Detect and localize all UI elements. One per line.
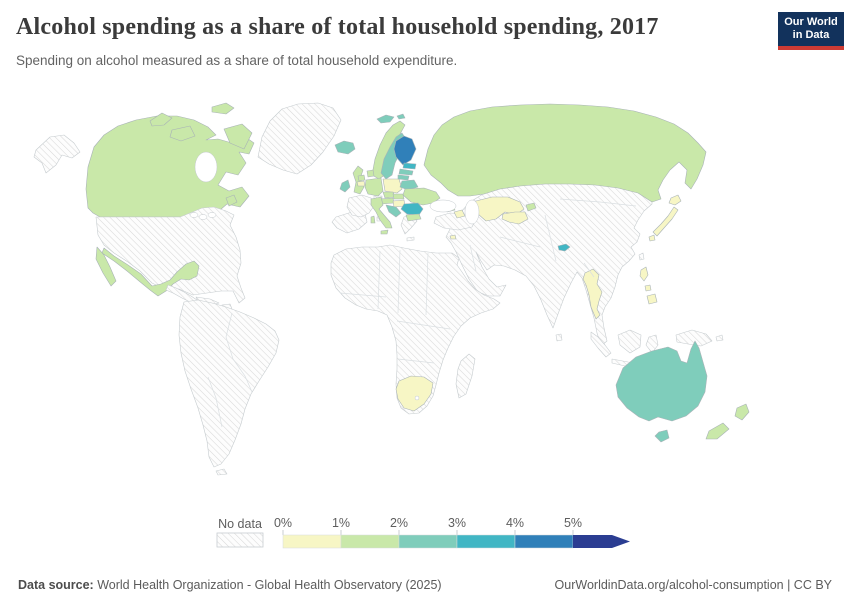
legend-tick-4: 4%	[506, 516, 524, 530]
seas	[189, 151, 480, 401]
map-region-romania[interactable]	[400, 202, 424, 216]
legend-tick-0: 0%	[274, 516, 292, 530]
great-lake-2	[198, 214, 208, 220]
legend-bin-0-1[interactable]	[282, 534, 342, 549]
map-region-canada-banks[interactable]	[149, 112, 173, 127]
map-region-borneo[interactable]	[617, 329, 642, 354]
map-region-netherlands[interactable]	[357, 174, 366, 182]
map-region-france[interactable]	[346, 194, 375, 218]
map-region-canada-ellesmere[interactable]	[211, 102, 235, 115]
map-region-azerbaijan[interactable]	[453, 209, 466, 219]
owid-logo[interactable]: Our World in Data	[778, 12, 844, 50]
map-region-japan-honshu[interactable]	[652, 206, 679, 237]
legend-bin-3-4[interactable]	[456, 534, 516, 549]
legend-tick-3: 3%	[448, 516, 466, 530]
owid-logo-text: Our World in Data	[778, 12, 844, 46]
legend-tick-2: 2%	[390, 516, 408, 530]
map-region-ireland[interactable]	[339, 179, 351, 193]
map-region-taiwan[interactable]	[638, 252, 645, 261]
map-region-madagascar[interactable]	[455, 353, 476, 399]
map-region-philippines-visayas[interactable]	[644, 284, 652, 292]
map-region-alaska[interactable]	[33, 134, 81, 174]
map-region-greenland[interactable]	[257, 102, 342, 175]
map-region-russia[interactable]	[423, 103, 707, 203]
internal-borders	[207, 198, 637, 428]
data-source-text: World Health Organization - Global Healt…	[93, 578, 442, 592]
page-title: Alcohol spending as a share of total hou…	[16, 14, 659, 40]
map-region-philippines-luzon[interactable]	[639, 266, 649, 282]
map-region-cyprus[interactable]	[449, 234, 457, 240]
map-region-usa[interactable]	[95, 206, 246, 304]
caspian-sea	[464, 199, 480, 225]
great-lake-3	[207, 212, 217, 218]
legend-tick-1: 1%	[332, 516, 350, 530]
page-subtitle: Spending on alcohol measured as a share …	[16, 53, 458, 68]
map-region-tierra-del-fuego[interactable]	[215, 468, 228, 476]
map-region-south-america[interactable]	[178, 299, 280, 468]
great-lake-1	[189, 212, 199, 218]
map-region-svalbard[interactable]	[376, 114, 395, 124]
map-region-estonia[interactable]	[402, 162, 417, 170]
map-region-latvia[interactable]	[398, 168, 414, 176]
map-region-baja[interactable]	[95, 246, 117, 287]
map-region-slovakia[interactable]	[392, 193, 405, 200]
legend-tick-5: 5%	[564, 516, 582, 530]
world-map	[0, 95, 850, 505]
footer: Data source: World Health Organization -…	[0, 578, 850, 592]
map-region-bulgaria[interactable]	[405, 213, 422, 222]
map-region-canada-victoria[interactable]	[169, 125, 196, 142]
legend-ticks	[282, 530, 574, 535]
map-region-newfoundland[interactable]	[225, 194, 238, 207]
map-region-sicily[interactable]	[380, 229, 389, 235]
map-region-italy[interactable]	[370, 196, 393, 229]
legend-no-data-label: No data	[218, 517, 262, 531]
map-region-balkans[interactable]	[385, 204, 402, 218]
map-region-uzbekistan[interactable]	[501, 211, 529, 225]
map-region-new-britain[interactable]	[715, 334, 724, 342]
map-region-nz-south[interactable]	[705, 422, 730, 440]
black-sea	[429, 199, 457, 213]
map-region-japan-kyushu[interactable]	[648, 234, 656, 242]
legend-no-data-swatch[interactable]	[216, 532, 264, 548]
map-region-denmark[interactable]	[366, 169, 375, 178]
map-region-kyrgyzstan[interactable]	[525, 202, 537, 212]
map-region-philippines-mindanao[interactable]	[646, 293, 658, 305]
map-region-australia[interactable]	[615, 340, 708, 422]
map-region-sulawesi[interactable]	[645, 334, 659, 354]
data-source-label: Data source:	[18, 578, 94, 592]
map-region-nz-north[interactable]	[734, 403, 750, 421]
legend-bin-2-3[interactable]	[398, 534, 458, 549]
map-region-iceland[interactable]	[334, 140, 356, 155]
map-region-thailand[interactable]	[582, 268, 603, 320]
hudson-bay	[194, 151, 218, 183]
map-legend: No data 0% 1% 2% 3% 4% 5%	[200, 512, 645, 554]
map-region-svalbard-east[interactable]	[396, 113, 406, 120]
map-region-germany[interactable]	[364, 177, 384, 197]
map-region-sumatra[interactable]	[590, 331, 612, 358]
map-region-africa[interactable]	[330, 244, 501, 415]
map-region-bhutan[interactable]	[557, 243, 571, 252]
map-region-finland[interactable]	[393, 135, 417, 166]
owid-logo-red-bar	[778, 46, 844, 50]
map-region-mexico[interactable]	[101, 247, 200, 297]
map-region-crete[interactable]	[406, 236, 415, 242]
map-region-sri-lanka[interactable]	[555, 333, 563, 342]
footer-link[interactable]: OurWorldinData.org/alcohol-consumption |…	[554, 578, 832, 592]
map-region-canada-baffin[interactable]	[223, 123, 253, 150]
legend-bin-5-plus-arrow[interactable]	[573, 535, 630, 548]
map-region-japan-hokkaido[interactable]	[668, 194, 682, 206]
map-region-tasmania[interactable]	[654, 429, 670, 443]
map-region-belgium[interactable]	[356, 180, 366, 187]
map-region-poland[interactable]	[382, 178, 403, 194]
map-region-lithuania[interactable]	[397, 174, 410, 181]
map-region-sardinia[interactable]	[370, 215, 376, 224]
map-region-new-guinea[interactable]	[675, 329, 713, 347]
legend-bin-4-5[interactable]	[514, 534, 574, 549]
legend-bin-1-2[interactable]	[340, 534, 400, 549]
lesotho-gap	[414, 395, 420, 401]
data-source: Data source: World Health Organization -…	[18, 578, 442, 592]
map-region-south-africa[interactable]	[395, 375, 434, 412]
